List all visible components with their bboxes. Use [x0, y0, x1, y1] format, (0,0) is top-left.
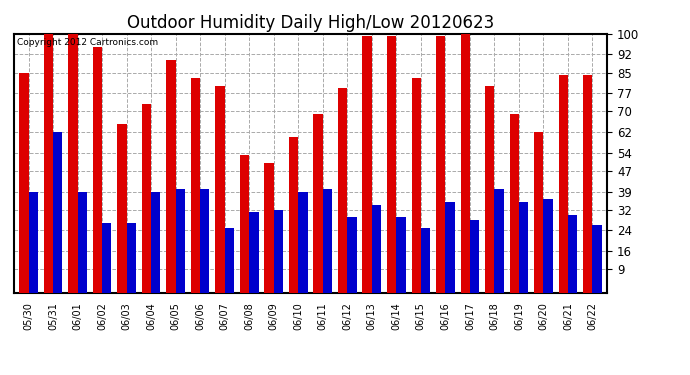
Bar: [485, 86, 495, 292]
Bar: [274, 210, 283, 292]
Bar: [264, 163, 274, 292]
Bar: [372, 204, 381, 292]
Bar: [396, 217, 406, 292]
Text: Copyright 2012 Cartronics.com: Copyright 2012 Cartronics.com: [17, 38, 158, 46]
Bar: [460, 34, 470, 292]
Bar: [436, 36, 445, 292]
Bar: [92, 47, 102, 292]
Bar: [191, 78, 200, 292]
Bar: [176, 189, 185, 292]
Bar: [200, 189, 210, 292]
Bar: [102, 223, 111, 292]
Bar: [240, 155, 249, 292]
Bar: [470, 220, 479, 292]
Bar: [534, 132, 544, 292]
Bar: [166, 60, 176, 292]
Bar: [215, 86, 225, 292]
Bar: [583, 75, 593, 292]
Bar: [544, 200, 553, 292]
Bar: [126, 223, 136, 292]
Bar: [298, 192, 308, 292]
Bar: [323, 189, 332, 292]
Bar: [225, 228, 234, 292]
Bar: [445, 202, 455, 292]
Bar: [151, 192, 161, 292]
Bar: [362, 36, 372, 292]
Bar: [19, 73, 28, 292]
Bar: [559, 75, 568, 292]
Bar: [421, 228, 430, 292]
Bar: [43, 34, 53, 292]
Bar: [519, 202, 529, 292]
Bar: [68, 34, 77, 292]
Bar: [347, 217, 357, 292]
Bar: [249, 212, 259, 292]
Bar: [495, 189, 504, 292]
Bar: [77, 192, 87, 292]
Title: Outdoor Humidity Daily High/Low 20120623: Outdoor Humidity Daily High/Low 20120623: [127, 14, 494, 32]
Bar: [313, 114, 323, 292]
Bar: [411, 78, 421, 292]
Bar: [568, 215, 578, 292]
Bar: [53, 132, 62, 292]
Bar: [338, 88, 347, 292]
Bar: [117, 124, 126, 292]
Bar: [289, 137, 298, 292]
Bar: [387, 36, 396, 292]
Bar: [510, 114, 519, 292]
Bar: [28, 192, 38, 292]
Bar: [142, 104, 151, 292]
Bar: [593, 225, 602, 292]
